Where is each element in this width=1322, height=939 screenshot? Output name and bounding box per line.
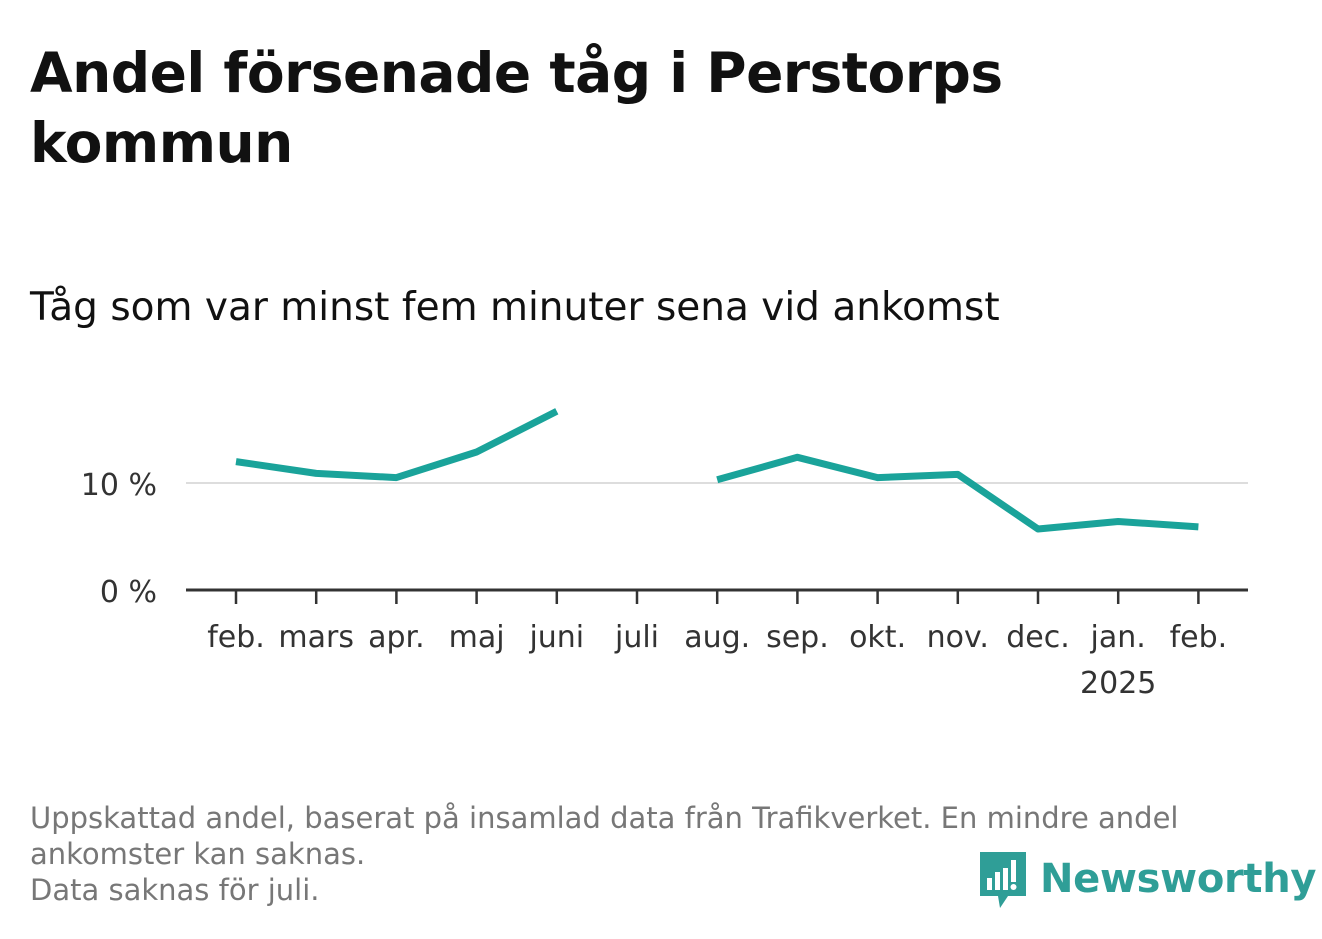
x-tick-label: aug.	[684, 620, 750, 655]
x-tick-label: dec.	[1006, 620, 1070, 655]
bar-chart-speech-bubble-icon	[980, 852, 1026, 908]
x-tick-label: sep.	[766, 620, 829, 655]
x-tick-label: feb.	[207, 620, 265, 655]
y-axis-labels: 0 % 10 %	[81, 468, 157, 610]
x-tick-label: nov.	[927, 620, 989, 655]
data-series	[235, 408, 1199, 533]
series-line	[716, 453, 1199, 533]
line-chart: 0 % 10 % feb. mars apr. maj juni juli aug. sep. o…	[81, 408, 1248, 701]
x-axis-labels: feb. mars apr. maj juni juli aug. sep. okt. nov. d…	[207, 620, 1227, 701]
x-tick-sublabel: 2025	[1080, 666, 1156, 701]
x-axis	[186, 588, 1248, 604]
footnote-line: Uppskattad andel, baserat på insamlad da…	[30, 801, 1179, 835]
logo-text: Newsworthy	[1040, 856, 1317, 902]
x-tick-label: mars	[278, 620, 354, 655]
footnote-line: ankomster kan saknas.	[30, 837, 366, 871]
x-tick-label: maj	[449, 620, 505, 655]
series-line	[235, 408, 559, 482]
x-tick-label: okt.	[849, 620, 906, 655]
y-tick-label: 0 %	[100, 575, 157, 610]
chart-title: Andel försenade tåg i Perstorps kommun	[30, 41, 1003, 175]
x-tick-label: feb.	[1170, 620, 1228, 655]
x-tick-label: juni	[528, 620, 584, 655]
footnote-line: Data saknas för juli.	[30, 873, 320, 907]
x-tick-label: apr.	[368, 620, 425, 655]
chart-subtitle: Tåg som var minst fem minuter sena vid a…	[30, 285, 1000, 330]
newsworthy-logo: Newsworthy	[978, 848, 1317, 910]
x-tick-label: jan.	[1090, 620, 1146, 655]
y-tick-label: 10 %	[81, 468, 157, 503]
x-tick-label: juli	[614, 620, 659, 655]
footnote: Uppskattad andel, baserat på insamlad da…	[30, 800, 1290, 908]
